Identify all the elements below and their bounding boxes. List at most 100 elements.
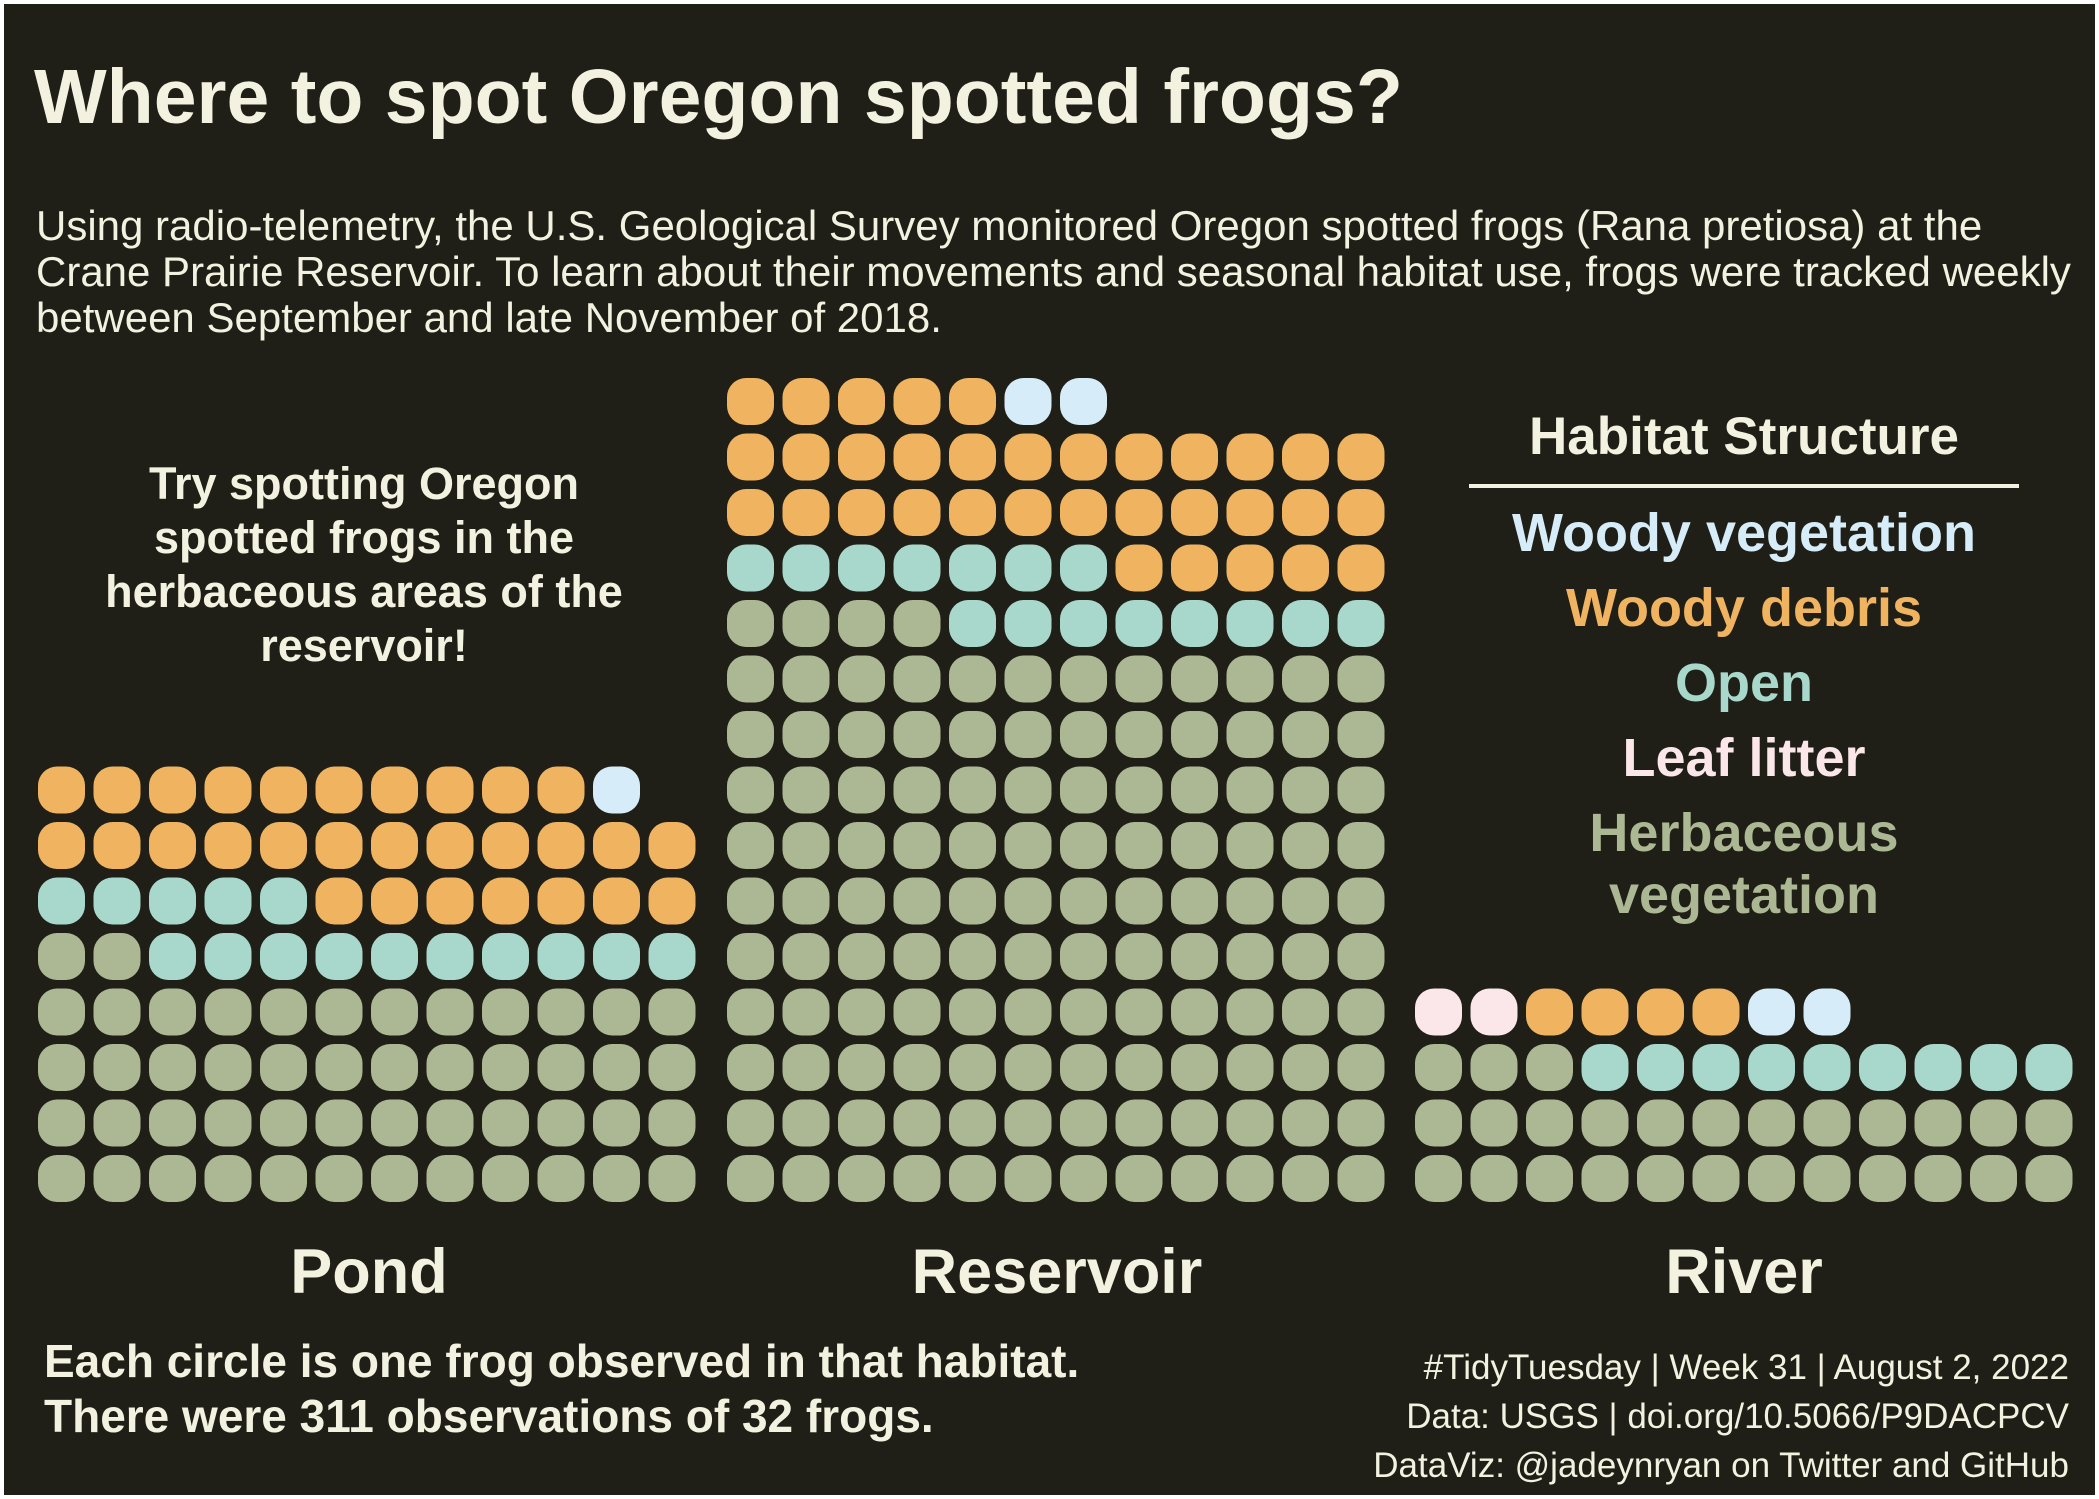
- frog-circle-herbaceous-vegetation: [1004, 1099, 1052, 1147]
- frog-circle-herbaceous-vegetation: [727, 655, 774, 703]
- frog-circle-woody-debris: [426, 877, 474, 925]
- frog-circle-herbaceous-vegetation: [1226, 711, 1274, 758]
- frog-circle-herbaceous-vegetation: [1337, 933, 1385, 980]
- frog-circle-woody-debris: [782, 433, 830, 481]
- frog-circle-leaf-litter: [1415, 988, 1462, 1036]
- frog-circle-woody-debris: [949, 378, 996, 425]
- frog-circle-woody-debris: [1226, 433, 1274, 481]
- frog-circle-woody-debris: [949, 433, 996, 481]
- frog-circle-open: [1748, 1044, 1795, 1091]
- frog-circle-herbaceous-vegetation: [260, 988, 307, 1036]
- frog-circle-open: [648, 933, 696, 980]
- frog-circle-herbaceous-vegetation: [1282, 822, 1329, 869]
- frog-circle-herbaceous-vegetation: [1337, 1099, 1385, 1147]
- frog-circle-open: [93, 877, 141, 925]
- frog-circle-herbaceous-vegetation: [1970, 1099, 2017, 1147]
- frog-circle-woody-debris: [648, 877, 696, 925]
- frog-circle-herbaceous-vegetation: [1004, 1155, 1052, 1202]
- frog-circle-herbaceous-vegetation: [893, 711, 941, 758]
- frog-circle-herbaceous-vegetation: [727, 933, 774, 980]
- frog-circle-herbaceous-vegetation: [149, 1099, 196, 1147]
- frog-circle-herbaceous-vegetation: [1859, 1099, 1906, 1147]
- frog-circle-herbaceous-vegetation: [593, 1099, 640, 1147]
- frog-circle-open: [727, 544, 774, 592]
- frog-circle-woody-debris: [727, 489, 774, 536]
- frog-circle-herbaceous-vegetation: [1803, 1099, 1851, 1147]
- frog-circle-herbaceous-vegetation: [949, 933, 996, 980]
- frog-circle-herbaceous-vegetation: [1171, 711, 1218, 758]
- frog-circle-herbaceous-vegetation: [1060, 1155, 1107, 1202]
- frog-circle-woody-debris: [371, 877, 418, 925]
- frog-circle-herbaceous-vegetation: [1060, 711, 1107, 758]
- frog-circle-open: [1337, 600, 1385, 647]
- frog-circle-herbaceous-vegetation: [1004, 711, 1052, 758]
- frog-circle-herbaceous-vegetation: [727, 766, 774, 814]
- subtitle: Using radio-telemetry, the U.S. Geologic…: [36, 202, 2071, 341]
- frog-circle-herbaceous-vegetation: [1282, 877, 1329, 925]
- frog-circle-woody-debris: [537, 822, 585, 869]
- frog-circle-herbaceous-vegetation: [1914, 1155, 1962, 1202]
- frog-circle-herbaceous-vegetation: [315, 1044, 363, 1091]
- frog-circle-herbaceous-vegetation: [426, 988, 474, 1036]
- frog-circle-open: [1581, 1044, 1629, 1091]
- frog-circle-herbaceous-vegetation: [1060, 655, 1107, 703]
- frog-circle-herbaceous-vegetation: [38, 988, 85, 1036]
- frog-circle-herbaceous-vegetation: [593, 988, 640, 1036]
- frog-circle-woody-debris: [1171, 544, 1218, 592]
- frog-circle-woody-debris: [838, 489, 885, 536]
- frog-circle-herbaceous-vegetation: [426, 1044, 474, 1091]
- frog-circle-herbaceous-vegetation: [1004, 655, 1052, 703]
- frog-circle-herbaceous-vegetation: [838, 822, 885, 869]
- frog-circle-herbaceous-vegetation: [838, 600, 885, 647]
- frog-circle-woody-vegetation: [593, 766, 640, 814]
- frog-circle-woody-debris: [371, 822, 418, 869]
- frog-circle-herbaceous-vegetation: [1859, 1155, 1906, 1202]
- caption-line-1: Each circle is one frog observed in that…: [44, 1335, 1080, 1387]
- frog-circle-herbaceous-vegetation: [1337, 1044, 1385, 1091]
- frog-circle-herbaceous-vegetation: [315, 1155, 363, 1202]
- frog-circle-woody-debris: [1337, 544, 1385, 592]
- frog-circle-herbaceous-vegetation: [38, 1099, 85, 1147]
- frog-circle-herbaceous-vegetation: [1282, 933, 1329, 980]
- frog-circle-woody-debris: [38, 766, 85, 814]
- frog-circle-woody-debris: [1226, 489, 1274, 536]
- credits-line-1: #TidyTuesday | Week 31 | August 2, 2022: [1423, 1348, 2069, 1387]
- frog-circle-woody-debris: [38, 822, 85, 869]
- panel-label-pond: Pond: [290, 1237, 448, 1307]
- frog-circle-woody-debris: [893, 433, 941, 481]
- frog-circle-herbaceous-vegetation: [727, 988, 774, 1036]
- frog-circle-open: [1803, 1044, 1851, 1091]
- frog-circle-open: [260, 877, 307, 925]
- frog-circle-herbaceous-vegetation: [1337, 988, 1385, 1036]
- frog-circle-open: [1060, 600, 1107, 647]
- frog-circle-herbaceous-vegetation: [93, 1099, 141, 1147]
- frog-circle-herbaceous-vegetation: [1914, 1099, 1962, 1147]
- frog-circle-herbaceous-vegetation: [1004, 822, 1052, 869]
- frog-circle-herbaceous-vegetation: [1282, 655, 1329, 703]
- frog-circle-herbaceous-vegetation: [1470, 1044, 1518, 1091]
- frog-circle-open: [371, 933, 418, 980]
- frog-circle-herbaceous-vegetation: [893, 1155, 941, 1202]
- frog-circle-herbaceous-vegetation: [1226, 1155, 1274, 1202]
- frog-circle-herbaceous-vegetation: [949, 1099, 996, 1147]
- frog-circle-herbaceous-vegetation: [949, 1155, 996, 1202]
- frog-circle-herbaceous-vegetation: [648, 1155, 696, 1202]
- frog-circle-herbaceous-vegetation: [149, 1044, 196, 1091]
- frog-circle-herbaceous-vegetation: [782, 711, 830, 758]
- frog-circle-herbaceous-vegetation: [1004, 933, 1052, 980]
- frog-circle-open: [1970, 1044, 2017, 1091]
- frog-circle-herbaceous-vegetation: [1581, 1155, 1629, 1202]
- frog-circle-open: [149, 933, 196, 980]
- frog-circle-open: [482, 933, 529, 980]
- frog-circle-woody-debris: [537, 877, 585, 925]
- frog-circle-woody-debris: [149, 766, 196, 814]
- frog-circle-open: [1004, 600, 1052, 647]
- frog-circle-herbaceous-vegetation: [1115, 766, 1163, 814]
- frog-circle-herbaceous-vegetation: [1226, 1099, 1274, 1147]
- legend-title: Habitat Structure: [1469, 402, 2019, 488]
- frog-circle-herbaceous-vegetation: [648, 1044, 696, 1091]
- frog-circle-woody-debris: [782, 489, 830, 536]
- frog-circle-woody-vegetation: [1060, 378, 1107, 425]
- frog-circle-herbaceous-vegetation: [1115, 988, 1163, 1036]
- frog-circle-herbaceous-vegetation: [1581, 1099, 1629, 1147]
